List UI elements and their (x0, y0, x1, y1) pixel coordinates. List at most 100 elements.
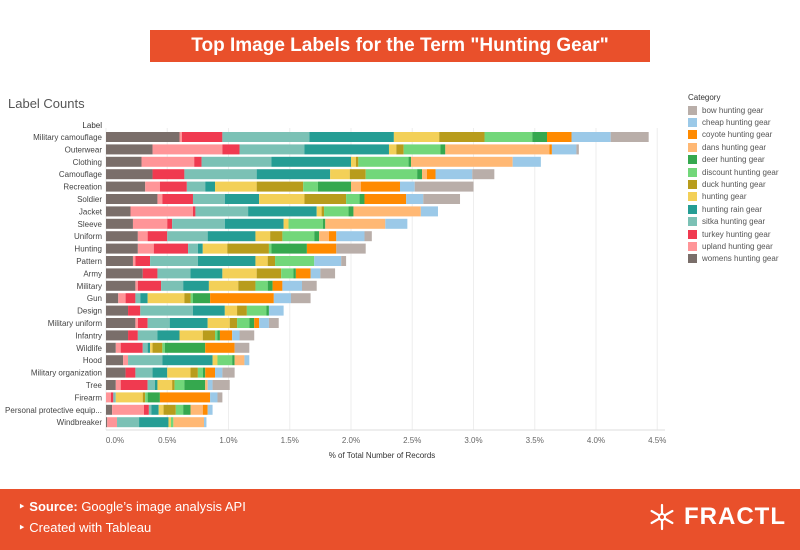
bar-segment[interactable] (229, 318, 238, 328)
bar-segment[interactable] (232, 355, 235, 366)
bar-segment[interactable] (152, 342, 163, 353)
bar-segment[interactable] (190, 268, 223, 279)
bar-segment[interactable] (192, 194, 225, 204)
legend-item[interactable]: turkey hunting gear (688, 228, 779, 240)
bar-segment[interactable] (426, 169, 436, 180)
bar-segment[interactable] (205, 342, 235, 353)
bar-segment[interactable] (351, 156, 356, 167)
legend-item[interactable]: dans hunting gear (688, 141, 779, 153)
bar-segment[interactable] (259, 194, 305, 204)
bar-segment[interactable] (576, 144, 579, 155)
bar-segment[interactable] (152, 367, 168, 378)
bar-segment[interactable] (128, 330, 138, 341)
bar-segment[interactable] (259, 318, 269, 328)
bar-segment[interactable] (217, 330, 220, 341)
bar-segment[interactable] (164, 342, 206, 353)
bar-segment[interactable] (319, 231, 329, 242)
bar-segment[interactable] (151, 404, 159, 415)
bar-segment[interactable] (106, 268, 143, 279)
bar-segment[interactable] (472, 169, 495, 180)
bar-segment[interactable] (309, 132, 394, 142)
bar-segment[interactable] (400, 181, 415, 192)
bar-segment[interactable] (142, 268, 158, 279)
bar-segment[interactable] (188, 243, 198, 254)
bar-segment[interactable] (128, 305, 141, 316)
bar-segment[interactable] (145, 181, 160, 192)
bar-segment[interactable] (125, 367, 136, 378)
bar-segment[interactable] (157, 330, 180, 341)
bar-segment[interactable] (321, 206, 325, 217)
bar-segment[interactable] (512, 156, 541, 167)
bar-segment[interactable] (290, 293, 311, 304)
bar-segment[interactable] (202, 243, 228, 254)
bar-segment[interactable] (152, 144, 223, 155)
bar-segment[interactable] (142, 392, 146, 403)
bar-segment[interactable] (120, 342, 143, 353)
bar-segment[interactable] (157, 194, 163, 204)
bar-segment[interactable] (106, 380, 116, 390)
bar-segment[interactable] (120, 380, 148, 390)
bar-segment[interactable] (295, 268, 311, 279)
bar-segment[interactable] (150, 256, 198, 266)
bar-segment[interactable] (115, 392, 143, 403)
bar-segment[interactable] (205, 380, 208, 390)
bar-segment[interactable] (157, 268, 191, 279)
bar-segment[interactable] (314, 231, 320, 242)
bar-segment[interactable] (360, 181, 400, 192)
bar-segment[interactable] (422, 169, 427, 180)
bar-segment[interactable] (234, 342, 250, 353)
bar-segment[interactable] (147, 293, 185, 304)
bar-segment[interactable] (135, 367, 153, 378)
bar-segment[interactable] (549, 144, 552, 155)
bar-segment[interactable] (159, 392, 211, 403)
bar-segment[interactable] (184, 169, 257, 180)
bar-segment[interactable] (158, 404, 164, 415)
bar-segment[interactable] (244, 355, 250, 366)
bar-segment[interactable] (571, 132, 611, 142)
bar-segment[interactable] (393, 132, 440, 142)
bar-segment[interactable] (248, 206, 317, 217)
bar-segment[interactable] (202, 367, 206, 378)
bar-segment[interactable] (224, 194, 260, 204)
bar-segment[interactable] (142, 342, 148, 353)
bar-segment[interactable] (222, 144, 240, 155)
bar-segment[interactable] (112, 404, 144, 415)
bar-segment[interactable] (328, 231, 337, 242)
bar-segment[interactable] (190, 293, 193, 304)
bar-segment[interactable] (234, 355, 245, 366)
bar-segment[interactable] (271, 156, 351, 167)
bar-segment[interactable] (140, 305, 193, 316)
bar-segment[interactable] (217, 392, 223, 403)
bar-segment[interactable] (255, 256, 268, 266)
bar-segment[interactable] (118, 293, 126, 304)
bar-segment[interactable] (137, 280, 162, 291)
bar-segment[interactable] (167, 231, 208, 242)
bar-segment[interactable] (135, 280, 138, 291)
bar-segment[interactable] (255, 231, 271, 242)
bar-segment[interactable] (172, 380, 175, 390)
bar-segment[interactable] (232, 330, 240, 341)
bar-segment[interactable] (388, 144, 397, 155)
bar-segment[interactable] (239, 330, 255, 341)
bar-segment[interactable] (110, 392, 114, 403)
bar-segment[interactable] (192, 305, 225, 316)
bar-segment[interactable] (207, 380, 213, 390)
bar-segment[interactable] (222, 132, 310, 142)
bar-segment[interactable] (128, 355, 163, 366)
bar-segment[interactable] (201, 156, 272, 167)
bar-segment[interactable] (302, 280, 317, 291)
legend-item[interactable]: upland hunting gear (688, 240, 779, 252)
bar-segment[interactable] (106, 256, 133, 266)
bar-segment[interactable] (106, 293, 119, 304)
bar-segment[interactable] (364, 194, 407, 204)
bar-segment[interactable] (137, 318, 148, 328)
bar-segment[interactable] (141, 156, 195, 167)
bar-segment[interactable] (325, 218, 386, 229)
bar-segment[interactable] (385, 218, 408, 229)
bar-segment[interactable] (106, 169, 153, 180)
bar-segment[interactable] (106, 156, 142, 167)
legend-item[interactable]: hunting rain gear (688, 203, 779, 215)
bar-segment[interactable] (174, 380, 185, 390)
bar-segment[interactable] (222, 268, 257, 279)
bar-segment[interactable] (197, 367, 203, 378)
